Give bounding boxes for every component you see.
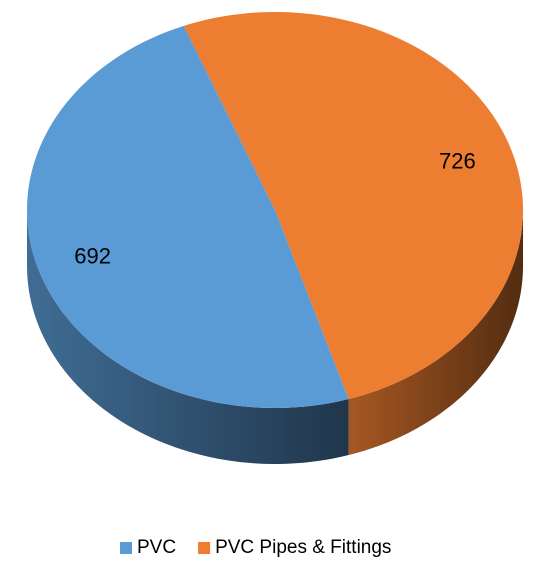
legend-label: PVC Pipes & Fittings <box>215 537 391 558</box>
pie-slice <box>183 12 523 400</box>
data-label: 692 <box>74 243 111 268</box>
pie-side <box>27 210 349 464</box>
legend-label: PVC <box>137 537 176 558</box>
pie-side <box>348 210 523 456</box>
data-label: 726 <box>439 148 476 173</box>
pie-slice <box>27 25 349 409</box>
legend-swatch <box>198 542 211 554</box>
legend-swatch <box>120 542 132 554</box>
